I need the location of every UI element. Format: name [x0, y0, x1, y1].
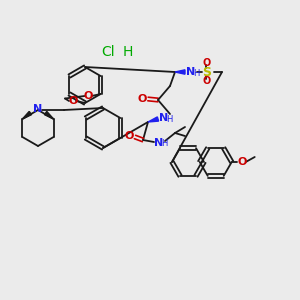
Polygon shape: [44, 111, 54, 119]
Text: O: O: [203, 76, 211, 86]
Text: H: H: [123, 45, 133, 59]
Text: Cl: Cl: [101, 45, 115, 59]
Text: O: O: [68, 96, 78, 106]
Text: N: N: [159, 113, 169, 123]
Text: H: H: [161, 140, 167, 148]
Text: O: O: [124, 131, 134, 141]
Polygon shape: [22, 111, 32, 119]
Text: H: H: [193, 70, 199, 79]
Text: N: N: [154, 138, 164, 148]
Polygon shape: [148, 117, 159, 122]
Text: O: O: [203, 58, 211, 68]
Text: O: O: [237, 157, 246, 167]
Polygon shape: [175, 70, 185, 74]
Text: H: H: [166, 116, 172, 124]
Text: O: O: [137, 94, 147, 104]
Text: O: O: [84, 91, 93, 101]
Text: S: S: [202, 65, 211, 79]
Text: N: N: [186, 67, 196, 77]
Text: N: N: [33, 104, 43, 114]
